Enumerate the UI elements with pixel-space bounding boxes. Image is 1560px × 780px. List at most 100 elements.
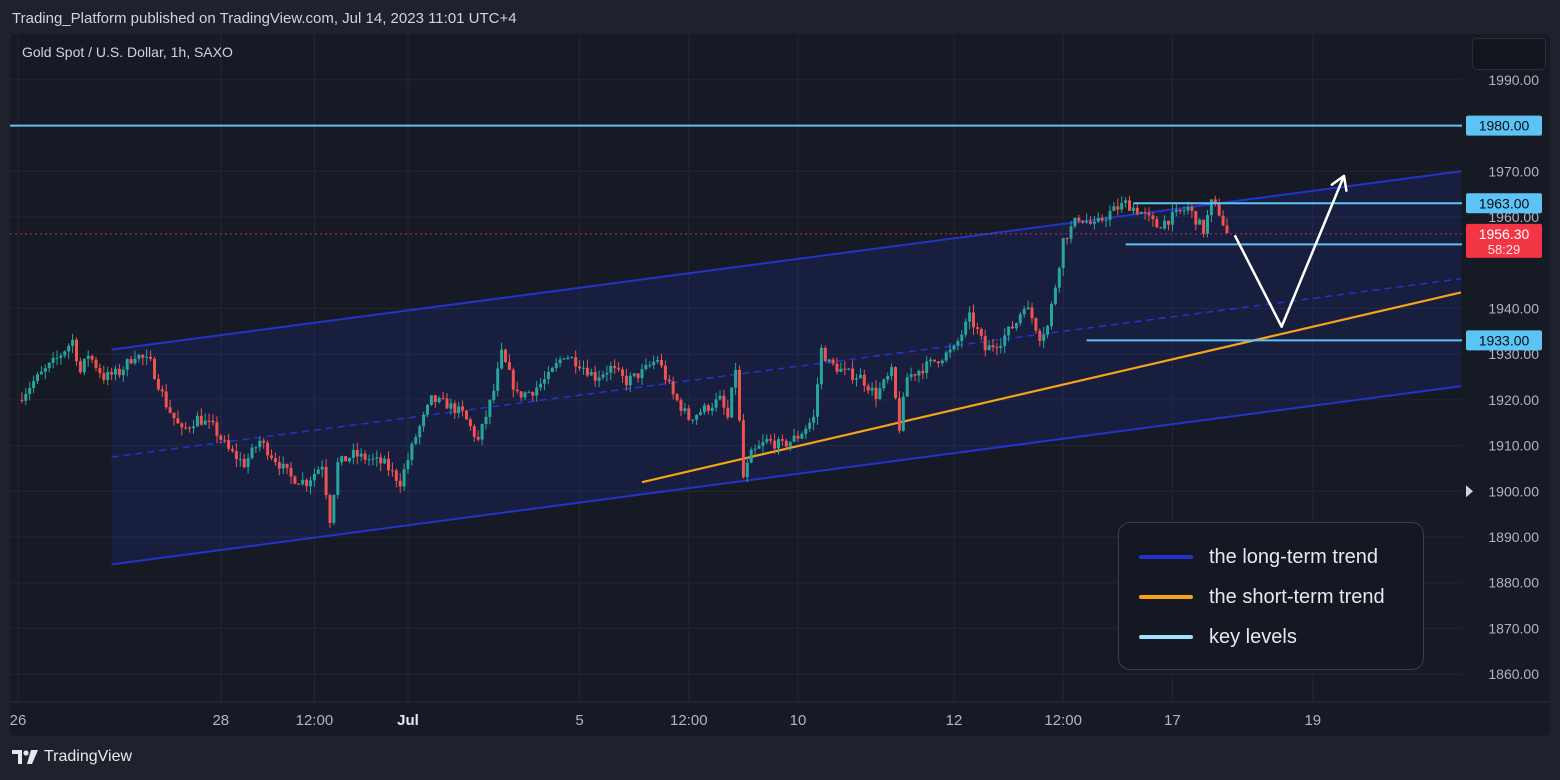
candle	[43, 364, 47, 380]
candle	[1135, 203, 1139, 216]
candle-body	[874, 387, 878, 400]
candle	[422, 411, 426, 432]
candle	[472, 424, 476, 442]
candle	[835, 357, 839, 375]
candle	[398, 473, 402, 494]
candle	[816, 377, 819, 425]
key-level-badge-bg	[1466, 330, 1542, 351]
candle-body	[578, 366, 582, 369]
candle-body	[277, 462, 281, 469]
candle	[964, 318, 968, 338]
candle-body	[796, 435, 800, 439]
candle-body	[699, 412, 702, 415]
candle	[968, 306, 972, 330]
candle-body	[219, 435, 223, 440]
candle-body	[316, 469, 320, 474]
candle-body	[780, 439, 784, 441]
candle-body	[1085, 221, 1089, 223]
candle	[1120, 196, 1124, 213]
candle	[238, 451, 242, 467]
candle	[496, 361, 500, 397]
candle-body	[484, 416, 488, 424]
candle-body	[1190, 206, 1194, 212]
candle-body	[426, 404, 429, 415]
candle	[86, 350, 90, 367]
candle	[1174, 203, 1178, 217]
candle	[59, 352, 63, 365]
candle-body	[227, 440, 231, 449]
candle	[1065, 237, 1069, 245]
candle	[773, 433, 777, 454]
candle	[1190, 204, 1194, 219]
candle	[917, 369, 921, 383]
candle	[254, 445, 258, 453]
candle	[394, 468, 398, 488]
candle	[273, 452, 277, 466]
candle	[1155, 215, 1159, 228]
chart-frame[interactable]: 1990.00 1970.00 1960.00 1940.00 1930.00 1920.…	[10, 34, 1550, 736]
candle-body	[1104, 219, 1108, 221]
candle	[1194, 210, 1198, 231]
candle	[890, 363, 894, 381]
candle-body	[1061, 238, 1065, 269]
key-level-badge-label: 1963.00	[1479, 195, 1530, 211]
candle-body	[667, 379, 671, 382]
candle	[387, 451, 390, 476]
y-tick-label: 1940.00	[1488, 300, 1539, 316]
candle-body	[1112, 206, 1116, 211]
candle-body	[745, 462, 749, 478]
candle	[121, 366, 125, 382]
candle-body	[609, 365, 613, 373]
x-tick-label: 17	[1164, 712, 1181, 729]
candle-body	[706, 405, 710, 411]
candle-body	[1217, 203, 1221, 216]
candle	[1202, 219, 1206, 238]
candle	[644, 358, 648, 371]
footer-brand[interactable]: TradingView	[44, 748, 133, 765]
candle-body	[734, 369, 738, 388]
candle-body	[761, 442, 765, 446]
candle-body	[168, 407, 172, 413]
candle	[585, 359, 589, 378]
candle-body	[800, 433, 804, 439]
y-tick-label: 1890.00	[1488, 529, 1539, 545]
candle	[730, 387, 734, 419]
candle	[554, 357, 558, 372]
publisher-line: Trading_Platform published on TradingVie…	[12, 10, 517, 27]
candle-body	[671, 381, 675, 395]
candle-body	[956, 341, 960, 346]
candle	[402, 463, 406, 491]
y-tick-label: 1910.00	[1488, 438, 1539, 454]
candle-body	[1108, 210, 1112, 220]
candle-body	[270, 455, 273, 458]
tradingview-logo-icon[interactable]	[12, 748, 38, 766]
candle	[164, 384, 168, 410]
candle	[336, 457, 340, 499]
candle-body	[1139, 212, 1143, 214]
candle	[761, 434, 765, 453]
candle-body	[160, 389, 164, 392]
candle-body	[582, 367, 585, 369]
candle	[102, 365, 106, 384]
candle-body	[328, 495, 332, 523]
candle	[566, 355, 570, 360]
candle	[266, 440, 270, 460]
candle-body	[176, 418, 180, 424]
candle-body	[687, 408, 691, 420]
candle	[507, 354, 511, 371]
candle-body	[909, 374, 913, 378]
candle-body	[901, 396, 905, 431]
chart-settings-box[interactable]	[1472, 38, 1546, 70]
candle-body	[305, 479, 309, 487]
candle	[289, 462, 293, 484]
candle-body	[1116, 206, 1120, 210]
candle-body	[63, 351, 67, 356]
candle	[125, 358, 129, 377]
candle-body	[141, 354, 145, 358]
candle	[324, 459, 328, 500]
candle-body	[1030, 307, 1034, 319]
candle-body	[1092, 221, 1096, 224]
candle	[1085, 213, 1089, 224]
candle-body	[390, 470, 394, 472]
candle-body	[636, 373, 640, 379]
